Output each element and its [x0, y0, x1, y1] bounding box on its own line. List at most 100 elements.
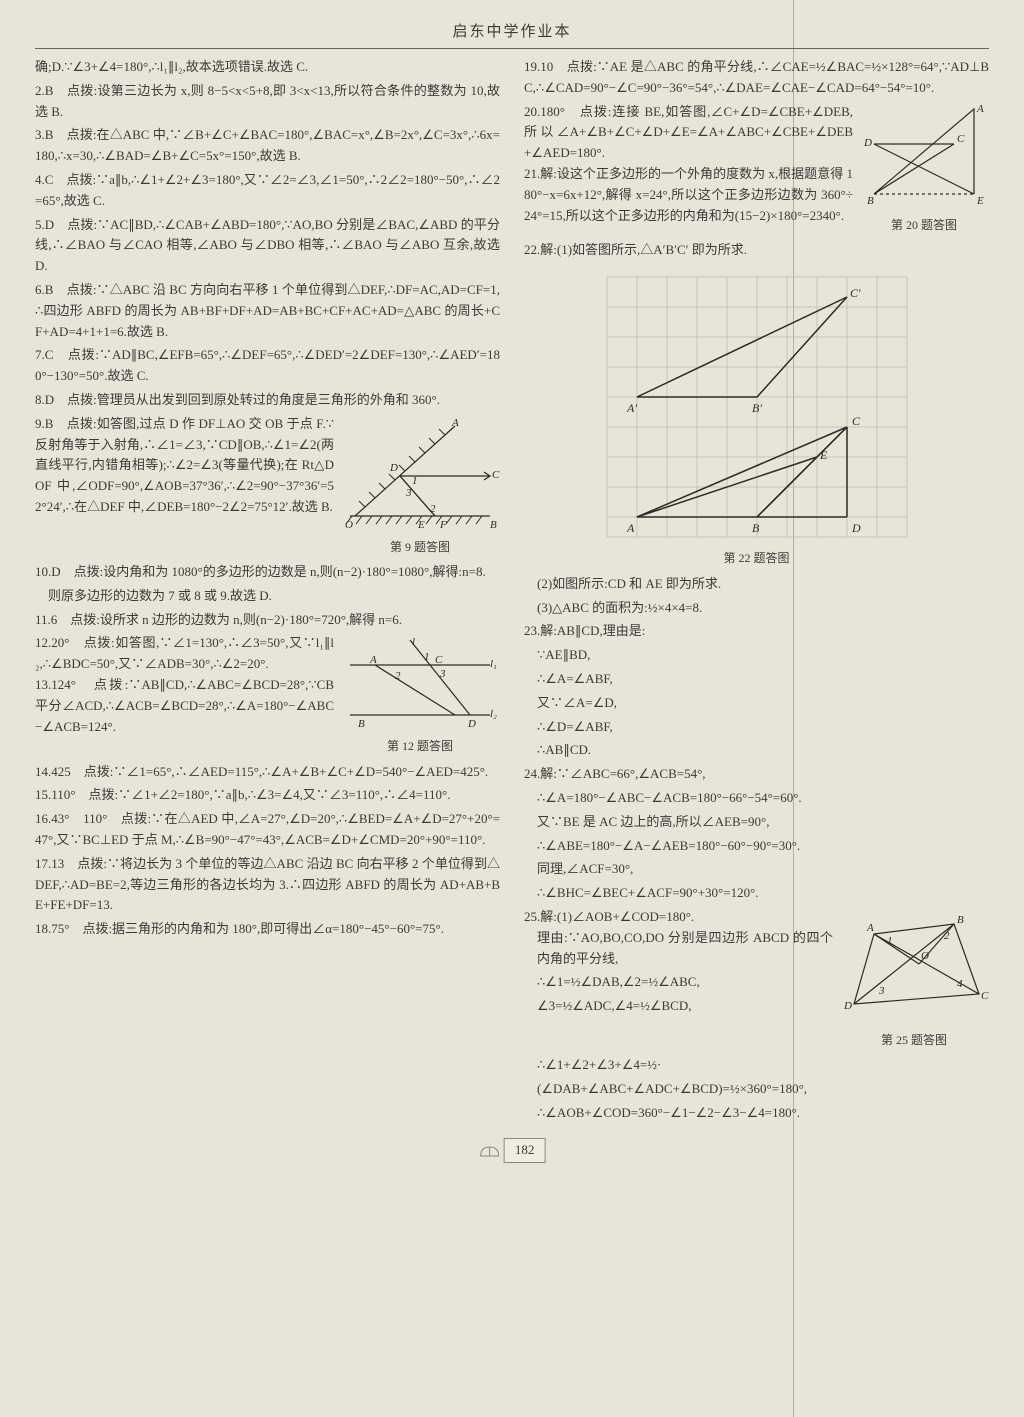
answer-item: ∴∠AOB+∠COD=360°−∠1−∠2−∠3−∠4=180°. [524, 1103, 989, 1124]
label-C: C [492, 469, 500, 481]
answer-item: 10.D 点拨:设内角和为 1080°的多边形的边数是 n,则(n−2)·180… [35, 562, 500, 583]
answer-item: 22.解:(1)如答图所示,△A′B′C′ 即为所求. [524, 240, 989, 261]
answer-item: 2.B 点拨:设第三边长为 x,则 8−5<x<5+8,即 3<x<13,所以符… [35, 81, 500, 123]
answer-item: ∴∠A=180°−∠ABC−∠ACB=180°−66°−54°=60°. [524, 788, 989, 809]
label-A: A [451, 417, 459, 429]
answer-item: ∴AB∥CD. [524, 740, 989, 761]
label-C: C [981, 990, 989, 1002]
label-l: l [412, 636, 415, 648]
answer-item: 3.B 点拨:在△ABC 中,∵∠B+∠C+∠BAC=180°,∠BAC=x°,… [35, 125, 500, 167]
answer-item: ∴∠ABE=180°−∠A−∠AEB=180°−60°−90°=30°. [524, 836, 989, 857]
answer-item: 15.110° 点拨:∵∠1+∠2=180°,∵a∥b,∴∠3=∠4,又∵∠3=… [35, 785, 500, 806]
svg-text:3: 3 [405, 487, 412, 499]
answer-item: 19.10 点拨:∵AE 是△ABC 的角平分线,∴∠CAE=½∠BAC=½×1… [524, 57, 989, 99]
answer-item-with-figure: l l₁ l₂ A B C D 13 2 第 12 题答图 12.20° 点拨:如… [35, 633, 500, 758]
figure-12-caption: 第 12 题答图 [340, 737, 500, 756]
svg-text:3: 3 [878, 985, 885, 997]
page-number: 182 [479, 1138, 546, 1163]
svg-text:1: 1 [887, 935, 893, 947]
answer-item: ∴∠BHC=∠BEC+∠ACF=90°+30°=120°. [524, 883, 989, 904]
label-A: A [866, 922, 874, 934]
figure-22-caption: 第 22 题答图 [524, 549, 989, 568]
label-A: A [976, 104, 984, 115]
answer-item: 17.13 点拨:∵将边长为 3 个单位的等边△ABC 沿边 BC 向右平移 2… [35, 854, 500, 916]
answer-item: 同理,∠ACF=30°, [524, 859, 989, 880]
label-B: B [358, 718, 365, 730]
figure-9-caption: 第 9 题答图 [340, 538, 500, 557]
answer-item: (2)如图所示:CD 和 AE 即为所求. [524, 574, 989, 595]
label-Bp: B′ [752, 401, 762, 415]
answer-item: ∵AE∥BD, [524, 645, 989, 666]
answer-item: 4.C 点拨:∵a∥b,∴∠1+∠2+∠3=180°,又∵∠2=∠3,∠1=50… [35, 170, 500, 212]
answer-item: 确;D.∵∠3+∠4=180°,∴l₁∥l₂,故本选项错误.故选 C. [35, 57, 500, 78]
svg-text:2: 2 [395, 670, 401, 682]
answer-text: 9.B 点拨:如答图,过点 D 作 DF⊥AO 交 OB 于点 F.∵反射角等于… [35, 416, 334, 514]
answer-item: 11.6 点拨:设所求 n 边形的边数为 n,则(n−2)·180°=720°,… [35, 610, 500, 631]
figure-12: l l₁ l₂ A B C D 13 2 第 12 题答图 [340, 635, 500, 756]
page-number-value: 182 [504, 1138, 546, 1163]
label-C: C [957, 133, 965, 145]
answer-item: 6.B 点拨:∵△ABC 沿 BC 方向向右平移 1 个单位得到△DEF,∴DF… [35, 280, 500, 342]
left-column: 确;D.∵∠3+∠4=180°,∴l₁∥l₂,故本选项错误.故选 C. 2.B … [35, 57, 500, 1127]
answer-item-with-figure: A B C D O 12 34 第 25 题答图 25.解:(1)∠AOB+∠C… [524, 907, 989, 1052]
answer-item: 23.解:AB∥CD,理由是: [524, 621, 989, 642]
label-C: C [852, 414, 861, 428]
answer-item: ∴∠D=∠ABF, [524, 717, 989, 738]
svg-text:2: 2 [430, 503, 436, 515]
answer-item: 24.解:∵∠ABC=66°,∠ACB=54°, [524, 764, 989, 785]
label-B: B [752, 521, 760, 535]
svg-text:3: 3 [439, 668, 446, 680]
right-column: 19.10 点拨:∵AE 是△ABC 的角平分线,∴∠CAE=½∠BAC=½×1… [524, 57, 989, 1127]
label-D: D [389, 462, 398, 474]
answer-item: ∴∠A=∠ABF, [524, 669, 989, 690]
label-E: E [417, 519, 425, 531]
answer-item: 又∵∠A=∠D, [524, 693, 989, 714]
label-Cp: C′ [850, 286, 861, 300]
answer-item: 14.425 点拨:∵∠1=65°,∴∠AED=115°,∴∠A+∠B+∠C+∠… [35, 762, 500, 783]
label-D: D [851, 521, 861, 535]
answer-item: 18.75° 点拨:据三角形的内角和为 180°,即可得出∠α=180°−45°… [35, 919, 500, 940]
label-A: A [369, 654, 377, 666]
figure-25-caption: 第 25 题答图 [839, 1031, 989, 1050]
label-C: C [435, 654, 443, 666]
label-O: O [921, 950, 929, 962]
answer-item-with-figure: A B C D E F O 1 2 3 第 9 题答图 9.B 点拨:如答图,过点 … [35, 414, 500, 559]
page-header: 启东中学作业本 [35, 20, 989, 49]
label-Ap: A′ [626, 401, 637, 415]
figure-25: A B C D O 12 34 第 25 题答图 [839, 909, 989, 1050]
label-l2: l₂ [490, 708, 497, 720]
figure-20: A B C D E 第 20 题答图 [859, 104, 989, 235]
label-O: O [345, 519, 353, 531]
answer-text: 12.20° 点拨:如答图,∵∠1=130°,∴∠3=50°,又∵l₁∥l₂,∴… [35, 635, 334, 671]
label-B: B [867, 195, 874, 207]
answer-item: 8.D 点拨:管理员从出发到回到原处转过的角度是三角形的外角和 360°. [35, 390, 500, 411]
answer-item: 5.D 点拨:∵AC∥BD,∴∠CAB+∠ABD=180°,∵AO,BO 分别是… [35, 215, 500, 277]
svg-text:1: 1 [424, 651, 430, 663]
figure-22: A′ B′ C′ A B C D E 第 22 题答图 [524, 267, 989, 568]
label-B: B [957, 914, 964, 926]
answer-item: (3)△ABC 的面积为:½×4×4=8. [524, 598, 989, 619]
label-F: F [439, 519, 447, 531]
label-E: E [819, 448, 828, 462]
answer-item: (∠DAB+∠ABC+∠ADC+∠BCD)=½×360°=180°, [524, 1079, 989, 1100]
label-B: B [490, 519, 497, 531]
label-D: D [467, 718, 476, 730]
book-icon [479, 1144, 501, 1158]
svg-text:1: 1 [412, 475, 418, 487]
figure-9: A B C D E F O 1 2 3 第 9 题答图 [340, 416, 500, 557]
svg-text:4: 4 [957, 978, 963, 990]
answer-item: 16.43° 110° 点拨:∵在△AED 中,∠A=27°,∠D=20°,∴∠… [35, 809, 500, 851]
label-E: E [976, 195, 984, 207]
label-D: D [843, 1000, 852, 1012]
label-l1: l₁ [490, 658, 497, 670]
figure-20-caption: 第 20 题答图 [859, 216, 989, 235]
answer-text: 25.解:(1)∠AOB+∠COD=180°. [524, 909, 694, 924]
answer-text: 20.180° 点拨:连接 BE,如答图,∠C+∠D=∠CBE+∠DEB,所以∠… [524, 104, 853, 161]
answer-item: 7.C 点拨:∵AD∥BC,∠EFB=65°,∴∠DEF=65°,∴∠DED′=… [35, 345, 500, 387]
page-container: 启东中学作业本 确;D.∵∠3+∠4=180°,∴l₁∥l₂,故本选项错误.故选… [0, 0, 1024, 1177]
answer-item: 则原多边形的边数为 7 或 8 或 9.故选 D. [35, 586, 500, 607]
label-D: D [863, 137, 872, 149]
two-column-layout: 确;D.∵∠3+∠4=180°,∴l₁∥l₂,故本选项错误.故选 C. 2.B … [35, 57, 989, 1127]
label-A: A [626, 521, 635, 535]
answer-item: 又∵BE 是 AC 边上的高,所以∠AEB=90°, [524, 812, 989, 833]
